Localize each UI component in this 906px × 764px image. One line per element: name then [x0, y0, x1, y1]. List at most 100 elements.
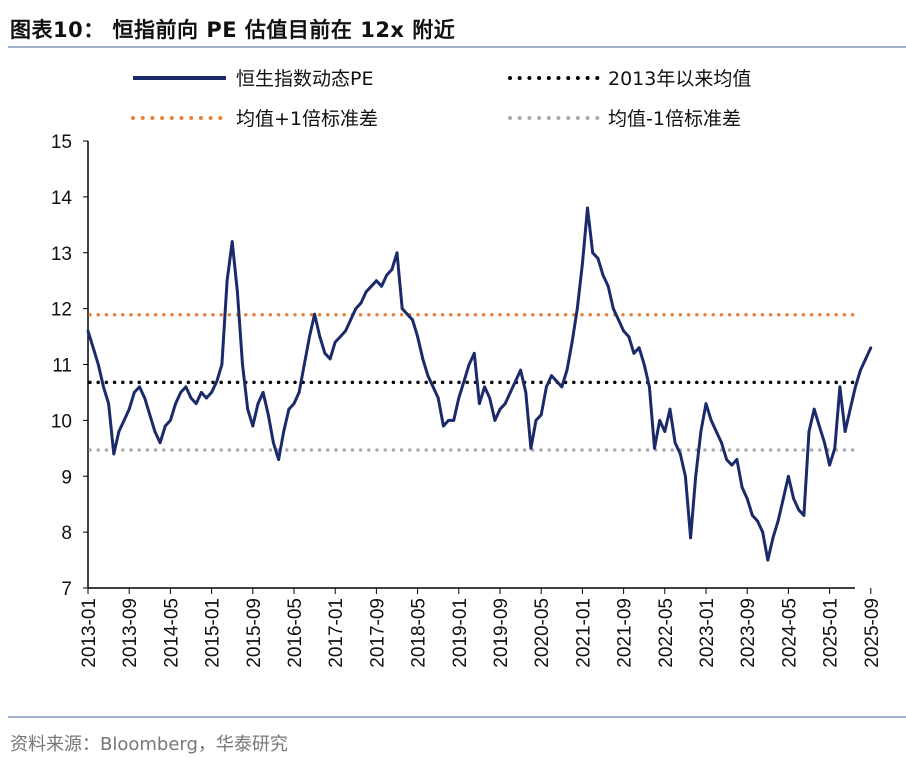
pe-series-line [86, 206, 873, 562]
pe-data-point [323, 351, 327, 355]
pe-data-point [287, 407, 291, 411]
pe-data-point [292, 402, 296, 406]
axes: 7 8 9 10 11 12 13 14 15 2013-01 2013-09 2014-05 2015… [51, 132, 883, 668]
pe-data-point [225, 279, 229, 283]
pe-data-point [807, 430, 811, 433]
pe-data-point [550, 374, 553, 378]
x-tick-label: 2020-05 [532, 598, 553, 668]
pe-data-point [720, 441, 723, 445]
pe-data-point [333, 340, 337, 344]
legend-label-minus1sd: 均值-1倍标准差 [608, 108, 741, 130]
pe-data-point [91, 346, 95, 350]
legend-label-pe: 恒生指数动态PE [236, 68, 373, 90]
pe-data-point [787, 474, 790, 478]
pe-data-point [668, 407, 672, 411]
pe-data-point [802, 513, 806, 517]
y-tick-label: 8 [61, 523, 72, 544]
pe-data-point [673, 441, 677, 445]
legend-label-plus1sd: 均值+1倍标准差 [236, 108, 378, 130]
pe-data-point [313, 312, 316, 316]
pe-data-point [127, 407, 131, 411]
pe-data-point [215, 379, 219, 383]
x-tick-label: 2013-01 [79, 598, 100, 668]
pe-data-point [174, 402, 177, 406]
pe-data-point [297, 391, 301, 394]
pe-data-point [246, 407, 250, 411]
pe-data-point [750, 513, 754, 517]
pe-data-point [261, 391, 265, 394]
pe-data-point [714, 430, 718, 433]
pe-data-point [529, 446, 533, 450]
pe-data-point [241, 363, 244, 366]
pe-data-point [817, 424, 821, 428]
pe-data-point [158, 441, 162, 445]
pe-data-point [369, 284, 373, 288]
pe-data-point [344, 329, 347, 333]
y-tick-label: 9 [61, 467, 72, 488]
x-tick-label: 2015-01 [203, 598, 224, 668]
pe-data-point [606, 284, 610, 288]
pe-data-point [230, 240, 234, 243]
footer-divider [8, 716, 906, 718]
pe-data-point [117, 430, 121, 433]
pe-data-point [328, 357, 332, 361]
x-tick-label: 2019-09 [491, 598, 512, 668]
pe-data-point [766, 558, 770, 562]
y-tick-label: 14 [51, 188, 73, 209]
pe-data-point [684, 474, 687, 478]
pe-data-point [869, 346, 873, 350]
pe-data-point [735, 458, 739, 461]
pe-data-point [653, 446, 656, 450]
x-tick-label: 2016-05 [285, 598, 306, 668]
pe-data-point [601, 273, 605, 277]
pe-data-point [318, 335, 322, 338]
pe-data-point [416, 335, 419, 338]
y-tick-label: 11 [52, 356, 72, 377]
pe-data-point [740, 486, 744, 489]
x-tick-label: 2021-01 [573, 598, 594, 668]
pe-data-point [220, 363, 224, 366]
pe-data-point [828, 463, 831, 467]
pe-data-point [575, 307, 579, 311]
series-layer [86, 206, 873, 562]
x-tick-label: 2014-05 [161, 598, 182, 668]
pe-data-point [591, 251, 595, 255]
legend-label-mean: 2013年以来均值 [608, 68, 751, 90]
pe-data-point [184, 385, 188, 389]
pe-data-point [400, 307, 404, 311]
source-note: 资料来源：Bloomberg，华泰研究 [10, 734, 288, 755]
pe-data-point [472, 351, 476, 355]
pe-data-point [447, 418, 450, 422]
pe-data-point [642, 363, 646, 366]
pe-data-point [596, 256, 600, 260]
chart-title: 图表10： 恒指前向 PE 估值目前在 12x 附近 [10, 18, 456, 42]
pe-data-point [581, 262, 584, 266]
pe-data-point [107, 402, 110, 406]
pe-data-point [364, 290, 368, 294]
pe-data-point [235, 290, 239, 294]
pe-data-point [199, 391, 203, 394]
pe-data-point [411, 318, 414, 322]
pe-data-point [853, 385, 857, 389]
pe-data-point [138, 385, 141, 389]
pe-data-point [622, 329, 625, 333]
pe-data-point [436, 396, 440, 400]
pe-data-point [478, 402, 481, 406]
x-tick-label: 2024-05 [779, 598, 800, 668]
pe-data-point [169, 418, 172, 422]
pe-data-point [859, 368, 862, 372]
pe-data-point [467, 363, 471, 366]
pe-data-point [488, 396, 492, 400]
x-tick-label: 2019-01 [450, 598, 471, 668]
title-divider [8, 46, 906, 48]
pe-data-point [756, 519, 759, 523]
y-tick-label: 15 [51, 132, 72, 153]
pe-data-point [771, 536, 775, 540]
pe-data-point [663, 430, 667, 433]
pe-data-point [503, 402, 507, 406]
x-tick-label: 2021-09 [615, 598, 636, 668]
pe-data-point [426, 374, 430, 378]
pe-data-point [205, 396, 208, 400]
pe-data-point [143, 396, 147, 400]
